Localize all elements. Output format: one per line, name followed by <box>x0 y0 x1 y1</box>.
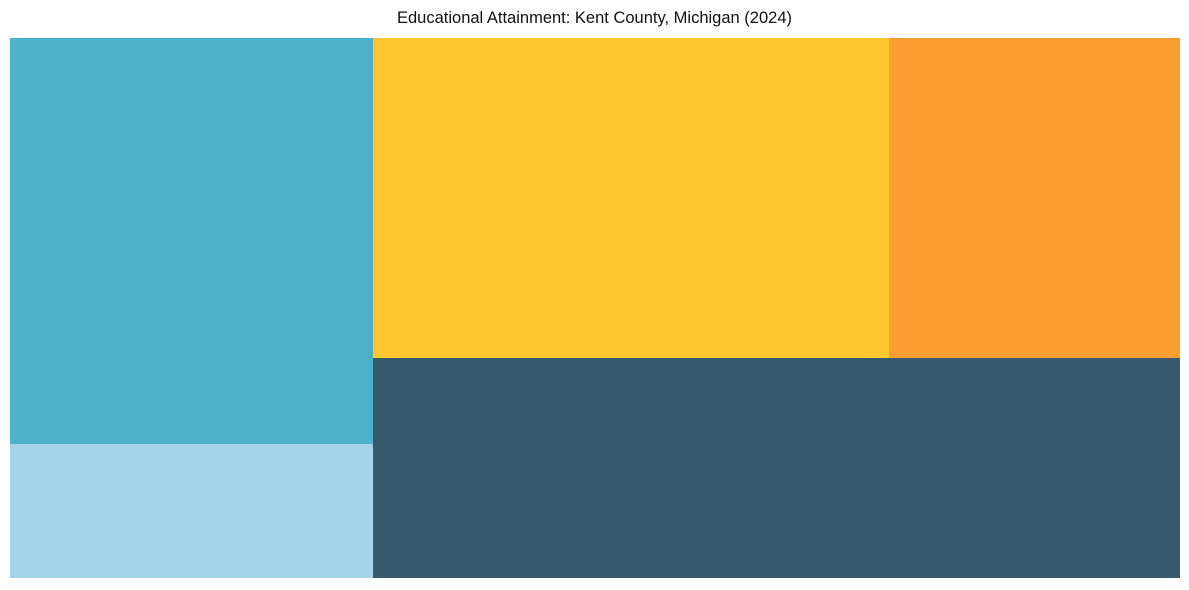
tile-dark-slate <box>373 358 1180 578</box>
treemap <box>10 38 1180 578</box>
chart-title: Educational Attainment: Kent County, Mic… <box>396 9 792 27</box>
tile-orange <box>889 38 1180 358</box>
tile-teal <box>10 38 374 445</box>
tile-light-blue <box>10 444 374 578</box>
tile-yellow <box>373 38 890 358</box>
